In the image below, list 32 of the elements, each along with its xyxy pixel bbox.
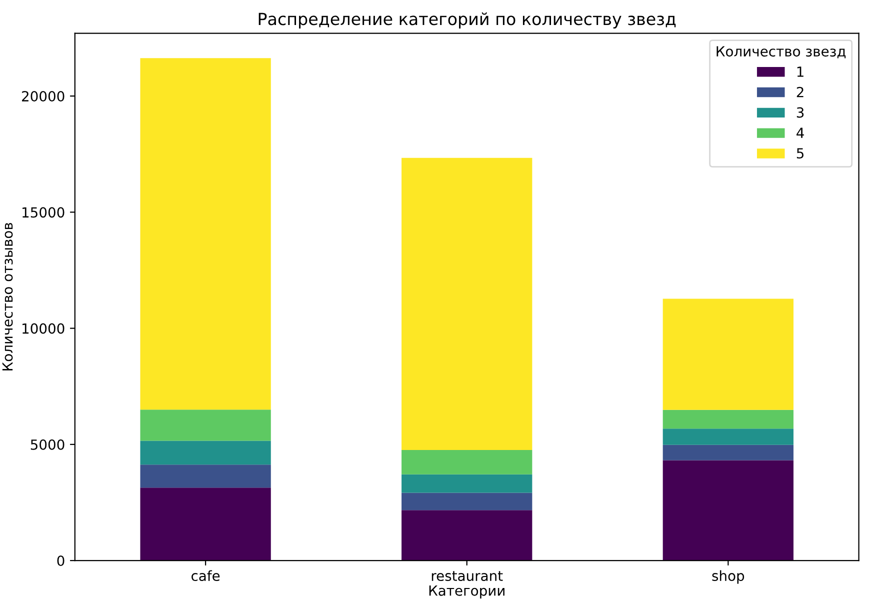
x-tick-label: cafe [192,570,220,582]
y-tick-label: 15000 [22,207,64,218]
chart-title: Распределение категорий по количеству звезд [258,12,676,28]
bar [140,410,271,441]
x-tick-label: shop [712,570,744,584]
bar [662,460,794,561]
y-tick-label: 0 [57,556,64,566]
bar [662,428,794,445]
x-axis-title: Категории [429,586,504,599]
y-axis-title: Количество отзывов [2,222,13,370]
x-tick-label: restaurant [432,571,503,582]
bar [402,158,532,450]
legend-label: 2 [796,86,804,98]
bar [140,440,271,465]
bar [662,444,794,460]
legend-label: 5 [796,148,804,159]
bar [402,474,532,493]
bar [662,298,794,410]
bar [662,410,794,429]
bar [402,492,532,510]
legend-label: 1 [797,66,804,77]
bar [140,464,271,488]
y-tick-label: 5000 [30,439,64,450]
legend-label: 4 [796,128,804,138]
legend-label: 3 [796,107,804,118]
y-tick-label: 10000 [22,323,64,334]
bar [140,488,271,561]
bar [140,58,271,410]
legend-title: Количество звезд [716,46,846,58]
bar [402,450,532,474]
y-tick-label: 20000 [22,91,64,102]
bar [402,510,532,561]
